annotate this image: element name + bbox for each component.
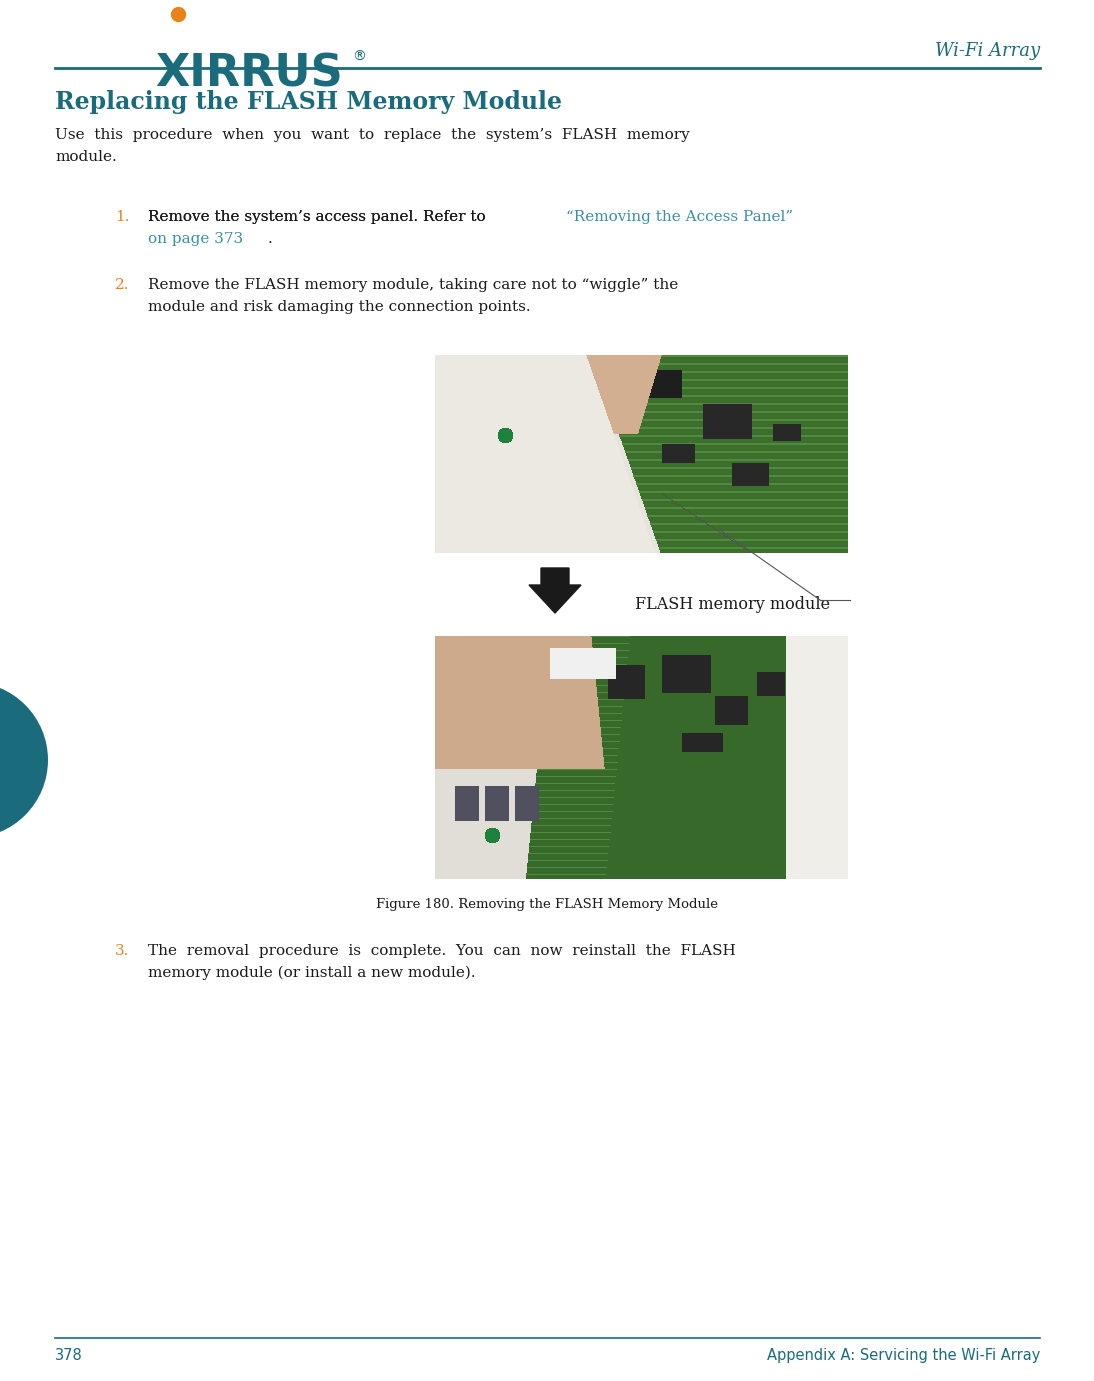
Text: on page 373: on page 373 — [148, 232, 243, 246]
Text: 378: 378 — [55, 1348, 83, 1363]
Text: memory module (or install a new module).: memory module (or install a new module). — [148, 965, 476, 981]
Text: “Removing the Access Panel”: “Removing the Access Panel” — [566, 210, 793, 224]
Text: Replacing the FLASH Memory Module: Replacing the FLASH Memory Module — [55, 90, 562, 115]
Text: XIRRUS: XIRRUS — [155, 52, 342, 95]
Text: Appendix A: Servicing the Wi-Fi Array: Appendix A: Servicing the Wi-Fi Array — [767, 1348, 1040, 1363]
Text: Wi-Fi Array: Wi-Fi Array — [935, 41, 1040, 59]
Text: module and risk damaging the connection points.: module and risk damaging the connection … — [148, 300, 531, 313]
Circle shape — [0, 682, 48, 838]
Text: Remove the system’s access panel. Refer to: Remove the system’s access panel. Refer … — [148, 210, 490, 224]
Text: Remove the system’s access panel. Refer to: Remove the system’s access panel. Refer … — [148, 210, 490, 224]
Text: 2.: 2. — [115, 278, 129, 291]
Text: Use  this  procedure  when  you  want  to  replace  the  system’s  FLASH  memory: Use this procedure when you want to repl… — [55, 128, 689, 164]
Text: The  removal  procedure  is  complete.  You  can  now  reinstall  the  FLASH: The removal procedure is complete. You c… — [148, 945, 736, 958]
Text: 3.: 3. — [115, 945, 129, 958]
Text: FLASH memory module: FLASH memory module — [635, 595, 830, 613]
Text: .: . — [268, 232, 272, 246]
Text: 1.: 1. — [115, 210, 129, 224]
Text: ®: ® — [352, 50, 365, 64]
Text: Remove the FLASH memory module, taking care not to “wiggle” the: Remove the FLASH memory module, taking c… — [148, 278, 678, 291]
Text: Figure 180. Removing the FLASH Memory Module: Figure 180. Removing the FLASH Memory Mo… — [376, 898, 718, 911]
FancyArrow shape — [529, 568, 581, 613]
